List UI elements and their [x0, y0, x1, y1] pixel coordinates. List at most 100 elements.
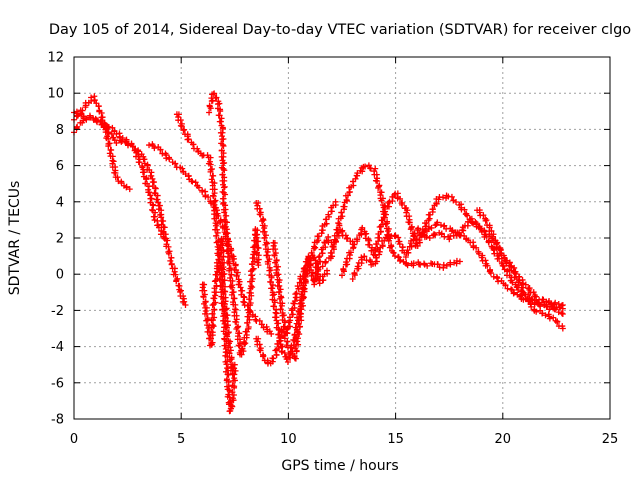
data-point — [217, 129, 224, 136]
data-point — [533, 308, 540, 315]
data-point — [361, 253, 368, 260]
data-point — [185, 136, 192, 143]
data-point — [151, 189, 158, 196]
data-point — [260, 324, 267, 331]
data-point — [224, 236, 231, 243]
data-point — [381, 237, 388, 244]
data-point — [559, 301, 566, 308]
data-point — [316, 258, 323, 265]
x-tick-label: 15 — [387, 432, 404, 447]
data-point — [411, 230, 418, 237]
data-point — [428, 224, 435, 231]
data-point — [140, 156, 147, 163]
data-point — [396, 241, 403, 248]
data-point — [375, 184, 382, 191]
data-point — [95, 103, 102, 110]
data-point — [344, 192, 351, 199]
data-point — [221, 209, 228, 216]
data-point — [378, 197, 385, 204]
data-point — [485, 239, 492, 246]
data-point — [228, 271, 235, 278]
data-point — [190, 141, 197, 148]
data-point — [247, 299, 254, 306]
data-point — [220, 184, 227, 191]
data-point — [173, 278, 180, 285]
series-track-f — [206, 90, 262, 358]
data-point — [548, 300, 555, 307]
data-point — [207, 161, 214, 168]
data-point — [301, 265, 308, 272]
data-point — [211, 306, 218, 313]
data-point — [448, 193, 455, 200]
data-point — [404, 247, 411, 254]
data-point — [210, 90, 217, 97]
data-point — [272, 314, 279, 321]
data-point — [157, 146, 164, 153]
data-point — [227, 344, 234, 351]
data-point — [220, 160, 227, 167]
y-tick-label: 8 — [56, 123, 64, 138]
data-point — [203, 304, 210, 311]
data-point — [256, 341, 263, 348]
data-point — [249, 272, 256, 279]
data-point — [172, 271, 179, 278]
data-point — [385, 199, 392, 206]
data-point — [226, 267, 233, 274]
data-point — [299, 273, 306, 280]
data-point — [228, 363, 235, 370]
data-point — [228, 247, 235, 254]
data-point — [246, 289, 253, 296]
data-point — [268, 330, 275, 337]
data-point — [182, 301, 189, 308]
data-point — [340, 265, 347, 272]
data-point — [250, 265, 257, 272]
data-point — [209, 339, 216, 346]
data-point — [278, 302, 285, 309]
data-point — [418, 231, 425, 238]
data-point — [374, 178, 381, 185]
data-point — [227, 356, 234, 363]
data-point — [378, 217, 385, 224]
series-track-n — [414, 219, 566, 312]
data-point — [75, 112, 82, 119]
data-point — [473, 220, 480, 227]
data-point — [153, 196, 160, 203]
data-point — [219, 141, 226, 148]
data-point — [513, 270, 520, 277]
series-track-l — [339, 190, 566, 318]
data-point — [555, 300, 562, 307]
y-axis-label: SDTVAR / TECUs — [7, 181, 23, 296]
data-point — [271, 303, 278, 310]
series-track-j — [270, 198, 339, 337]
data-point — [439, 194, 446, 201]
data-point — [224, 383, 231, 390]
data-point — [298, 306, 305, 313]
data-point — [227, 407, 234, 414]
data-point — [295, 321, 302, 328]
data-point — [273, 266, 280, 273]
data-point — [99, 119, 106, 126]
data-point — [532, 293, 539, 300]
data-point — [124, 142, 131, 149]
data-point — [223, 226, 230, 233]
data-point — [338, 228, 345, 235]
data-point — [224, 324, 231, 331]
data-point — [272, 246, 279, 253]
data-point — [456, 258, 463, 265]
x-tick-label: 0 — [70, 432, 78, 447]
data-point — [258, 218, 265, 225]
data-point — [494, 275, 501, 282]
data-point — [207, 335, 214, 342]
data-point — [258, 321, 265, 328]
data-point — [168, 254, 175, 261]
data-point — [225, 340, 232, 347]
data-point — [111, 127, 118, 134]
data-point — [477, 225, 484, 232]
data-point — [520, 296, 527, 303]
data-point — [378, 189, 385, 196]
series-track-c — [71, 112, 189, 308]
data-point — [177, 117, 184, 124]
data-point — [414, 236, 421, 243]
data-point — [264, 261, 271, 268]
data-point — [259, 353, 266, 360]
